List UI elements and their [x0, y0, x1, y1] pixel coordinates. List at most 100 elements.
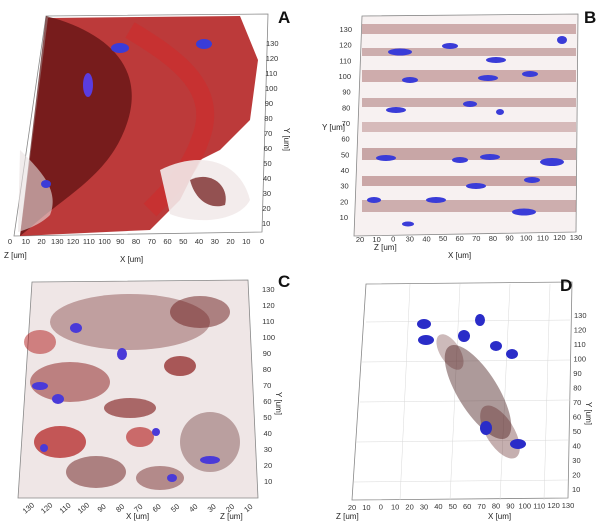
panel-a-nucleus [111, 43, 129, 53]
tick-label: 30 [206, 502, 218, 514]
tick-label: 30 [263, 189, 271, 198]
tick-label: 80 [132, 237, 140, 246]
tick-label: 60 [163, 237, 171, 246]
tick-label: 50 [169, 502, 181, 514]
tick-label: 60 [456, 234, 464, 243]
tick-label: 120 [547, 501, 560, 510]
panel-d-x-axis-label: X [um] [488, 512, 511, 521]
panel-d-grid [353, 283, 571, 501]
tick-label: 70 [472, 234, 480, 243]
tick-label: 130 [574, 311, 587, 320]
tick-label: 130 [339, 25, 352, 34]
tick-label: 130 [570, 233, 583, 242]
tick-label: 130 [562, 501, 575, 510]
tick-label: 90 [342, 88, 350, 97]
tick-label: 50 [263, 159, 271, 168]
panel-c-z-axis-label: Z [um] [220, 512, 243, 521]
tick-label: 30 [406, 235, 414, 244]
tick-label: 40 [263, 174, 271, 183]
tick-label: 60 [341, 135, 349, 144]
tick-label: 90 [505, 234, 513, 243]
tick-label: 90 [116, 237, 124, 246]
panel-b-y-ticks: 130 120 110 100 90 80 70 60 50 40 30 20 10 [338, 25, 352, 222]
tick-label: 100 [98, 237, 111, 246]
tick-label: 70 [263, 381, 271, 390]
panel-b-label: B [584, 8, 597, 27]
tick-label: 80 [264, 114, 272, 123]
tick-label: 120 [67, 237, 80, 246]
tick-label: 60 [263, 397, 271, 406]
tick-label: 40 [341, 166, 349, 175]
tick-label: 100 [265, 84, 278, 93]
tick-label: 30 [572, 456, 580, 465]
tick-label: 0 [379, 503, 383, 512]
tick-label: 70 [477, 502, 485, 511]
tick-label: 20 [264, 461, 272, 470]
tick-label: 60 [151, 502, 163, 514]
panel-d-y-axis-label: Y [um] [584, 402, 593, 425]
panel-c-label: C [278, 272, 291, 291]
tick-label: 90 [506, 502, 514, 511]
tick-label: 110 [58, 501, 73, 516]
tick-label: 100 [520, 234, 533, 243]
panel-b-x-axis-label: X [um] [448, 251, 471, 260]
tick-label: 40 [434, 502, 442, 511]
panel-b-y-axis-label: Y [um] [322, 123, 345, 132]
tick-label: 100 [338, 72, 351, 81]
panel-c: 130 120 110 100 90 80 70 60 50 40 30 20 10 130 120 110… [0, 262, 300, 521]
tick-label: 30 [420, 502, 428, 511]
tick-label: 100 [263, 333, 276, 342]
tick-label: 80 [573, 384, 581, 393]
tick-label: 120 [574, 326, 587, 335]
panel-a-x-axis-label: X [um] [120, 255, 143, 264]
tick-label: 10 [242, 237, 250, 246]
tick-label: 110 [574, 340, 586, 349]
tick-label: 90 [263, 349, 271, 358]
tick-label: 50 [449, 502, 457, 511]
panel-a-y-axis-label: Y [um] [282, 128, 291, 151]
panel-b-nuclei [367, 36, 567, 227]
tick-label: 10 [372, 235, 380, 244]
tick-label: 60 [573, 413, 581, 422]
tick-label: 10 [22, 237, 30, 246]
tick-label: 50 [573, 427, 581, 436]
panel-c-y-ticks: 130 120 110 100 90 80 70 60 50 40 30 20 10 [262, 285, 275, 486]
panel-d-tissue [436, 334, 520, 459]
panel-a: 130 120 110 100 90 80 70 60 50 40 30 20 10 0 10 20 130 1… [0, 0, 300, 264]
tick-label: 120 [553, 233, 566, 242]
tick-label: 40 [195, 237, 203, 246]
tick-label: 110 [339, 56, 351, 65]
tick-label: 0 [260, 237, 264, 246]
tick-label: 50 [341, 150, 349, 159]
tick-label: 10 [242, 502, 254, 514]
tick-label: 20 [37, 237, 45, 246]
tick-label: 130 [262, 285, 275, 294]
panel-d-label: D [560, 276, 573, 295]
tick-label: 60 [264, 144, 272, 153]
tick-label: 30 [340, 182, 348, 191]
tick-label: 10 [391, 503, 399, 512]
tick-label: 120 [39, 501, 54, 516]
tick-label: 70 [342, 119, 350, 128]
tick-label: 130 [51, 237, 64, 246]
tick-label: 20 [348, 503, 356, 512]
panel-d: 130 120 110 100 90 80 70 60 50 40 30 20 10 20 10 0 10 20… [300, 262, 601, 521]
tick-label: 100 [574, 355, 587, 364]
tick-label: 90 [265, 99, 273, 108]
tick-label: 70 [573, 398, 581, 407]
tick-label: 20 [226, 237, 234, 246]
tick-label: 110 [265, 69, 277, 78]
tick-label: 40 [573, 442, 581, 451]
tick-label: 10 [340, 213, 348, 222]
tick-label: 80 [342, 103, 350, 112]
tick-label: 0 [391, 235, 395, 244]
panel-b: 130 120 110 100 90 80 70 60 50 40 30 20 10 20 10 0 30 40… [300, 0, 601, 262]
tick-label: 0 [8, 237, 12, 246]
tick-label: 20 [572, 471, 580, 480]
panel-d-x-ticks: 20 10 0 10 20 30 40 50 60 70 80 90 100 110 120 130 [348, 501, 574, 512]
panel-d-nuclei [417, 314, 526, 449]
tick-label: 20 [340, 197, 348, 206]
